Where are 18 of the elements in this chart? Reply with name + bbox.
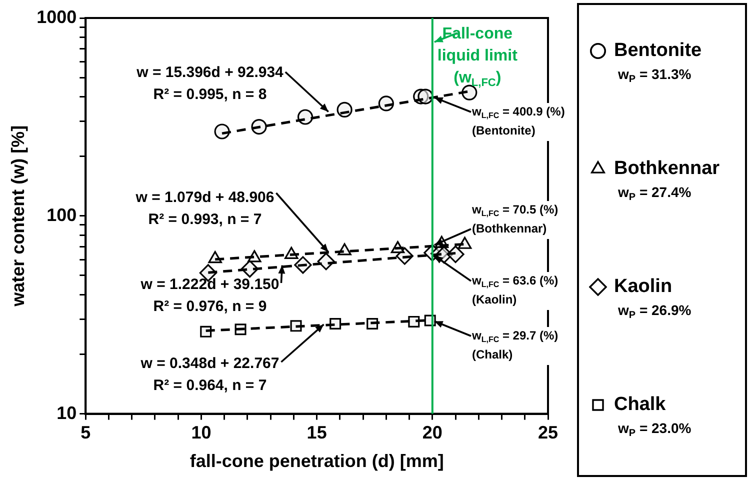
y-tick-label: 100 (46, 204, 77, 225)
x-tick-label: 5 (80, 422, 91, 443)
legend-label: Bothkennar (614, 158, 720, 180)
x-tick-label: 15 (306, 422, 327, 443)
annotation: w = 15.396d + 92.934 R² = 0.995, n = 8 (136, 64, 284, 104)
annotation: w = 1.222d + 39.150 R² = 0.976, n = 9 (140, 276, 280, 316)
annotation: w = 1.079d + 48.906 R² = 0.993, n = 7 (134, 189, 274, 228)
legend-label: Kaolin (614, 276, 672, 298)
legend-label: Chalk (614, 394, 666, 416)
legend-label: Bentonite (614, 40, 702, 62)
x-tick-label: 20 (422, 422, 442, 443)
x-axis-title: fall-cone penetration (d) [mm] (190, 451, 444, 472)
y-tick-label: 1000 (36, 6, 77, 27)
y-axis-title: water content (w) [%] (8, 125, 28, 308)
x-tick-label: 10 (191, 422, 212, 443)
annotation: w = 0.348d + 22.767 R² = 0.964, n = 7 (140, 355, 280, 394)
x-tick-label: 25 (538, 422, 558, 443)
y-tick-label: 10 (56, 402, 77, 423)
